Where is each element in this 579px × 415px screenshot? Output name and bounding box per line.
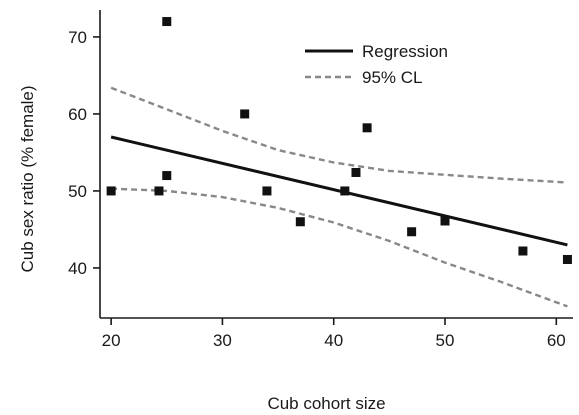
- x-ticks: 20 30 40 50 60: [102, 318, 566, 350]
- data-point: [162, 171, 172, 181]
- y-tick-label: 40: [68, 259, 87, 278]
- data-point: [362, 123, 372, 133]
- y-axis-label: Cub sex ratio (% female): [18, 85, 37, 272]
- y-ticks: 40 50 60 70: [68, 28, 100, 278]
- legend: Regression 95% CL: [305, 42, 448, 87]
- data-point: [154, 186, 164, 196]
- data-point: [440, 216, 450, 226]
- data-point: [240, 109, 250, 119]
- data-point: [340, 186, 350, 196]
- y-tick-label: 70: [68, 28, 87, 47]
- data-point: [295, 217, 305, 227]
- data-point: [518, 246, 528, 256]
- regression-line: [110, 135, 568, 247]
- x-tick-label: 50: [436, 331, 455, 350]
- plot-lines: [110, 86, 568, 308]
- upper-cl-line: [110, 86, 568, 184]
- data-point: [262, 186, 272, 196]
- x-tick-label: 60: [547, 331, 566, 350]
- x-tick-label: 30: [213, 331, 232, 350]
- x-axis-label: Cub cohort size: [267, 394, 385, 413]
- lower-cl-line: [111, 187, 568, 308]
- x-tick-label: 40: [324, 331, 343, 350]
- data-point: [162, 17, 172, 27]
- data-point: [351, 167, 361, 177]
- data-points: [106, 17, 572, 264]
- axes: [99, 10, 573, 319]
- data-point: [106, 186, 116, 196]
- y-tick-label: 60: [68, 105, 87, 124]
- data-point: [562, 254, 572, 264]
- x-tick-label: 20: [102, 331, 121, 350]
- data-point: [407, 227, 417, 237]
- legend-label-regression: Regression: [362, 42, 448, 61]
- legend-label-cl: 95% CL: [362, 68, 422, 87]
- y-tick-label: 50: [68, 182, 87, 201]
